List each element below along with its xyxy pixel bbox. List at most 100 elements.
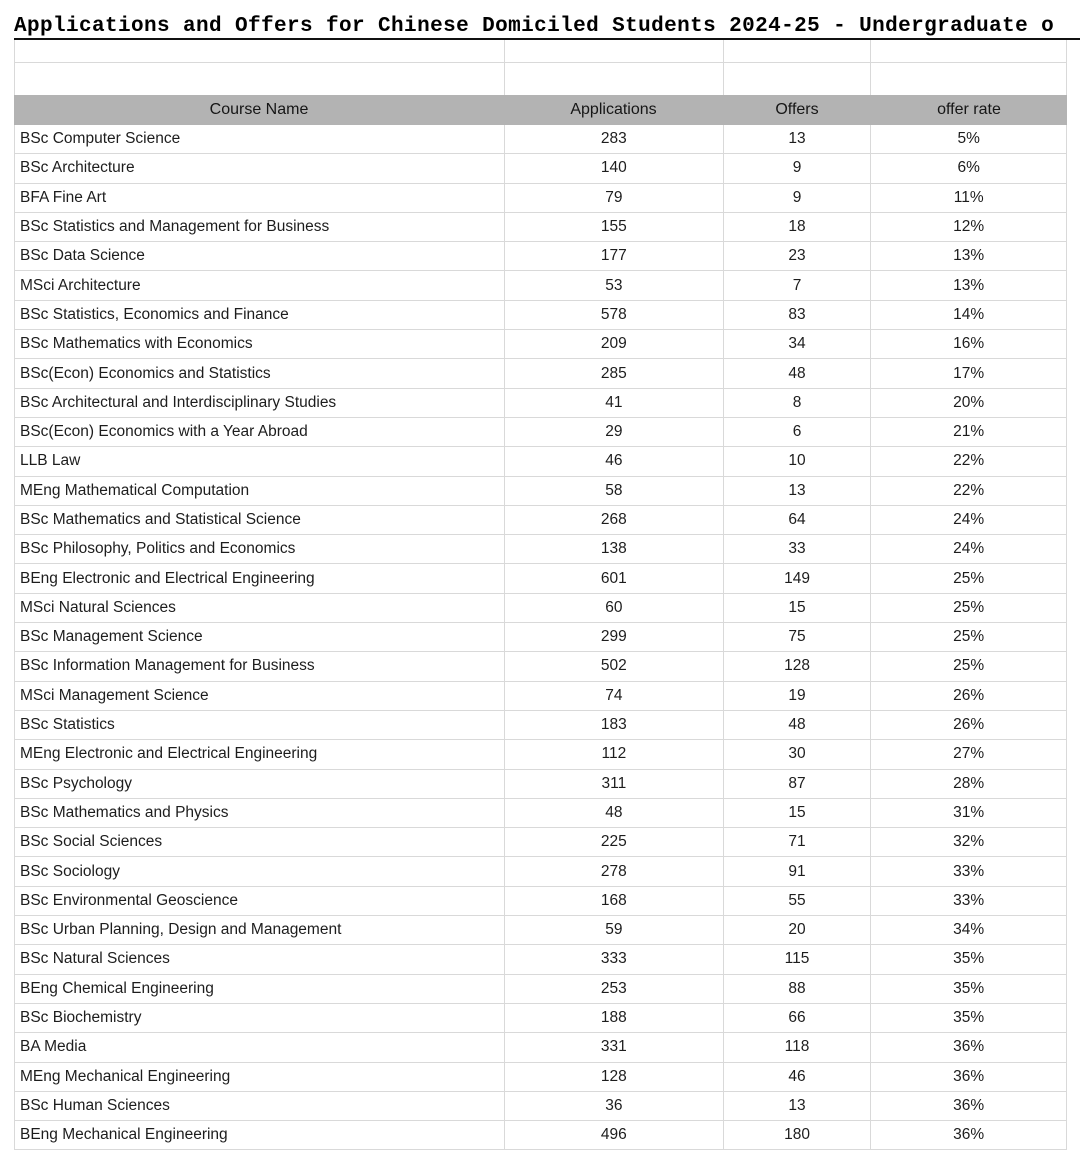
cell-applications[interactable]: 283 (504, 125, 723, 154)
cell-offer-rate[interactable]: 5% (870, 125, 1066, 154)
cell-course-name[interactable]: BSc Social Sciences (20, 833, 163, 851)
cell-applications[interactable]: 168 (504, 886, 723, 916)
cell-applications[interactable]: 268 (504, 505, 723, 535)
cell-offer-rate[interactable]: 35% (870, 1003, 1066, 1033)
cell-course-name[interactable]: BSc Management Science (20, 628, 203, 646)
cell-applications[interactable]: 74 (504, 681, 723, 710)
cell-offer-rate[interactable]: 27% (870, 740, 1066, 769)
cell-course-name[interactable]: BSc Statistics, Economics and Finance (20, 305, 289, 323)
cell-applications[interactable]: 311 (504, 769, 723, 798)
header-applications[interactable]: Applications (570, 101, 657, 118)
cell-offer-rate[interactable]: 26% (870, 681, 1066, 710)
cell-applications[interactable]: 333 (504, 945, 723, 974)
empty-cell[interactable] (870, 40, 1066, 62)
cell-applications[interactable]: 578 (504, 300, 723, 330)
cell-course-name[interactable]: BSc Information Management for Business (20, 657, 315, 675)
cell-offers[interactable]: 30 (722, 740, 871, 769)
cell-offers[interactable]: 75 (722, 623, 871, 652)
cell-offer-rate[interactable]: 22% (870, 476, 1066, 505)
cell-offer-rate[interactable]: 32% (870, 828, 1066, 857)
cell-course-name[interactable]: BFA Fine Art (20, 188, 107, 206)
cell-offer-rate[interactable]: 36% (870, 1091, 1066, 1121)
cell-offers[interactable]: 55 (722, 886, 871, 916)
cell-offer-rate[interactable]: 24% (870, 535, 1066, 564)
cell-course-name[interactable]: BSc Mathematics and Physics (20, 803, 229, 821)
cell-course-name[interactable]: BSc Urban Planning, Design and Managemen… (20, 921, 342, 939)
header-offer-rate[interactable]: offer rate (937, 101, 1001, 118)
cell-offers[interactable]: 15 (722, 798, 871, 828)
cell-offer-rate[interactable]: 6% (870, 154, 1066, 183)
cell-course-name[interactable]: BSc Natural Sciences (20, 950, 170, 968)
cell-offer-rate[interactable]: 16% (870, 330, 1066, 359)
cell-offer-rate[interactable]: 21% (870, 417, 1066, 447)
cell-offers[interactable]: 9 (722, 183, 871, 212)
cell-offer-rate[interactable]: 25% (870, 593, 1066, 623)
cell-applications[interactable]: 496 (504, 1121, 723, 1150)
cell-course-name[interactable]: BEng Chemical Engineering (20, 979, 214, 997)
cell-applications[interactable]: 128 (504, 1062, 723, 1091)
empty-cell[interactable] (504, 63, 723, 95)
cell-applications[interactable]: 48 (504, 798, 723, 828)
cell-applications[interactable]: 177 (504, 242, 723, 271)
cell-offers[interactable]: 87 (722, 769, 871, 798)
cell-applications[interactable]: 299 (504, 623, 723, 652)
empty-cell[interactable] (722, 40, 871, 62)
cell-course-name[interactable]: BSc Environmental Geoscience (20, 891, 238, 909)
cell-applications[interactable]: 183 (504, 710, 723, 740)
cell-offers[interactable]: 33 (722, 535, 871, 564)
cell-offer-rate[interactable]: 17% (870, 359, 1066, 388)
cell-applications[interactable]: 29 (504, 417, 723, 447)
cell-applications[interactable]: 60 (504, 593, 723, 623)
cell-course-name[interactable]: BSc Statistics and Management for Busine… (20, 218, 330, 236)
cell-offer-rate[interactable]: 34% (870, 916, 1066, 945)
cell-course-name[interactable]: BSc Architecture (20, 159, 135, 177)
cell-applications[interactable]: 46 (504, 447, 723, 476)
cell-offer-rate[interactable]: 36% (870, 1033, 1066, 1062)
cell-applications[interactable]: 36 (504, 1091, 723, 1121)
cell-applications[interactable]: 285 (504, 359, 723, 388)
cell-offer-rate[interactable]: 11% (870, 183, 1066, 212)
cell-offer-rate[interactable]: 36% (870, 1121, 1066, 1150)
cell-course-name[interactable]: BSc Human Sciences (20, 1096, 170, 1114)
cell-course-name[interactable]: BSc(Econ) Economics and Statistics (20, 364, 271, 382)
cell-course-name[interactable]: BSc Psychology (20, 774, 132, 792)
cell-offer-rate[interactable]: 20% (870, 388, 1066, 417)
cell-course-name[interactable]: BSc Biochemistry (20, 1009, 142, 1027)
cell-offer-rate[interactable]: 26% (870, 710, 1066, 740)
cell-applications[interactable]: 53 (504, 271, 723, 300)
cell-offers[interactable]: 180 (722, 1121, 871, 1150)
cell-applications[interactable]: 112 (504, 740, 723, 769)
cell-offers[interactable]: 13 (722, 476, 871, 505)
cell-applications[interactable]: 225 (504, 828, 723, 857)
cell-offers[interactable]: 18 (722, 212, 871, 242)
cell-course-name[interactable]: MSci Natural Sciences (20, 598, 176, 616)
cell-course-name[interactable]: BSc(Econ) Economics with a Year Abroad (20, 423, 308, 441)
cell-offer-rate[interactable]: 33% (870, 886, 1066, 916)
cell-offer-rate[interactable]: 25% (870, 652, 1066, 681)
empty-cell[interactable] (870, 63, 1066, 95)
cell-offers[interactable]: 8 (722, 388, 871, 417)
empty-cell[interactable] (15, 63, 504, 95)
cell-course-name[interactable]: BSc Data Science (20, 247, 145, 265)
cell-offers[interactable]: 7 (722, 271, 871, 300)
cell-offers[interactable]: 10 (722, 447, 871, 476)
cell-course-name[interactable]: BSc Computer Science (20, 130, 181, 148)
cell-applications[interactable]: 502 (504, 652, 723, 681)
cell-offers[interactable]: 48 (722, 359, 871, 388)
cell-offers[interactable]: 88 (722, 974, 871, 1003)
cell-offers[interactable]: 118 (722, 1033, 871, 1062)
cell-course-name[interactable]: BA Media (20, 1038, 87, 1056)
cell-applications[interactable]: 253 (504, 974, 723, 1003)
cell-course-name[interactable]: MEng Electronic and Electrical Engineeri… (20, 745, 318, 763)
cell-offers[interactable]: 13 (722, 1091, 871, 1121)
cell-offer-rate[interactable]: 33% (870, 857, 1066, 886)
cell-course-name[interactable]: BSc Philosophy, Politics and Economics (20, 540, 296, 558)
cell-course-name[interactable]: BSc Architectural and Interdisciplinary … (20, 393, 337, 411)
cell-offer-rate[interactable]: 13% (870, 242, 1066, 271)
cell-offers[interactable]: 34 (722, 330, 871, 359)
cell-applications[interactable]: 41 (504, 388, 723, 417)
cell-applications[interactable]: 331 (504, 1033, 723, 1062)
cell-applications[interactable]: 59 (504, 916, 723, 945)
cell-offer-rate[interactable]: 13% (870, 271, 1066, 300)
cell-offers[interactable]: 19 (722, 681, 871, 710)
